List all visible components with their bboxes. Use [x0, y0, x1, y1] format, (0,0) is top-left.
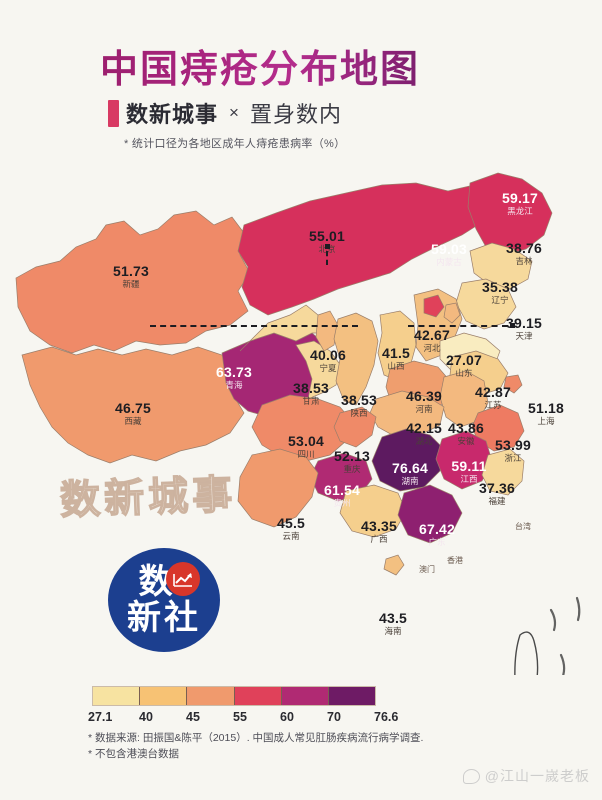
- brand-row: 数新城事 × 置身数内: [108, 97, 342, 129]
- province-浙江[interactable]: [471, 404, 525, 452]
- tianjin-marker: [510, 323, 515, 328]
- province-广西[interactable]: [339, 484, 407, 538]
- province-广东[interactable]: [397, 484, 463, 544]
- legend-swatch-3: [234, 687, 282, 705]
- legend-tick-0: 27.1: [88, 710, 113, 724]
- accent-bar-icon: [108, 99, 119, 127]
- legend-tick-3: 55: [233, 710, 247, 724]
- province-福建[interactable]: [481, 448, 525, 496]
- beijing-marker: [325, 244, 330, 249]
- publisher-logo: 数 新社: [108, 548, 220, 652]
- color-legend: 27.1 40 45 55 60 70 76.6: [88, 686, 398, 726]
- legend-swatch-0: [93, 687, 141, 705]
- south-sea-boundary: [549, 596, 581, 675]
- province-吉林[interactable]: [469, 242, 533, 290]
- north-leader-line: [150, 325, 358, 327]
- province-湖南[interactable]: [371, 428, 445, 492]
- methodology-note: * 统计口径为各地区成年人痔疮患病率（%）: [124, 138, 346, 150]
- legend-tick-2: 45: [186, 710, 200, 724]
- province-江西[interactable]: [435, 430, 493, 490]
- source-line-2: * 不包含港澳台数据: [88, 748, 180, 761]
- weibo-watermark: @江山一嵗老板: [462, 766, 590, 786]
- province-内蒙古[interactable]: [237, 182, 493, 316]
- source-line-1: * 数据来源: 田振国&陈平（2015）. 中国成人常见肛肠疾病流行病学调查.: [88, 732, 424, 744]
- province-宁夏[interactable]: [315, 310, 339, 352]
- tianjin-leader-line: [408, 325, 508, 327]
- beijing-leader-line: [326, 251, 328, 265]
- province-陕西[interactable]: [333, 312, 379, 406]
- legend-tick-6: 76.6: [374, 710, 399, 724]
- legend-tick-5: 70: [327, 710, 341, 724]
- legend-tick-1: 40: [139, 710, 153, 724]
- province-西藏[interactable]: [21, 346, 245, 464]
- brand-primary-label: 数新城事: [126, 102, 219, 127]
- china-choropleth-map: 59.17 黑龙江 59.03 内蒙古 38.76 吉林 35.38 辽宁 39.15 天津 55.…: [0, 155, 602, 675]
- province-四川[interactable]: [251, 394, 353, 462]
- province-天津[interactable]: [443, 302, 461, 324]
- province-黑龙江[interactable]: [467, 172, 553, 256]
- legend-tick-4: 60: [280, 710, 294, 724]
- legend-swatches: [92, 686, 376, 706]
- province-上海[interactable]: [503, 374, 523, 394]
- legend-swatch-1: [140, 687, 188, 705]
- taiwan-outline: [514, 631, 539, 675]
- province-新疆[interactable]: [15, 210, 251, 354]
- legend-swatch-4: [281, 687, 329, 705]
- chart-arrow-up-icon: [166, 562, 200, 596]
- province-海南[interactable]: [383, 554, 405, 576]
- map-svg: [15, 172, 581, 675]
- legend-tick-labels: 27.1 40 45 55 60 70 76.6: [88, 710, 398, 726]
- page-title: 中国痔疮分布地图: [100, 38, 420, 93]
- province-重庆[interactable]: [333, 406, 377, 448]
- province-云南[interactable]: [237, 448, 319, 528]
- province-北京[interactable]: [423, 294, 445, 318]
- logo-line-2: 新社: [127, 599, 201, 637]
- weibo-logo-icon: [462, 768, 480, 784]
- source-footnotes: * 数据来源: 田振国&陈平（2015）. 中国成人常见肛肠疾病流行病学调查. …: [88, 730, 423, 763]
- weibo-handle: @江山一嵗老板: [484, 768, 590, 784]
- legend-swatch-2: [187, 687, 235, 705]
- legend-swatch-5: [328, 687, 376, 705]
- brand-secondary-label: 置身数内: [249, 102, 342, 127]
- brand-separator-label: ×: [229, 103, 239, 122]
